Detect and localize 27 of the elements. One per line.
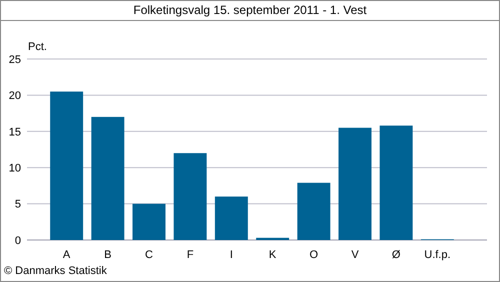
x-tick-label: Ø bbox=[392, 249, 401, 261]
y-tick-label: 15 bbox=[8, 126, 21, 138]
bar bbox=[380, 126, 413, 240]
y-tick-label: 10 bbox=[8, 162, 21, 174]
bar bbox=[338, 128, 372, 240]
x-tick-label: V bbox=[351, 249, 360, 261]
bar bbox=[91, 116, 124, 240]
x-tick-label: C bbox=[145, 249, 154, 261]
x-tick-label: B bbox=[104, 249, 112, 261]
bar bbox=[297, 182, 330, 240]
x-tick-label: O bbox=[310, 249, 319, 261]
y-tick-label: 25 bbox=[8, 54, 21, 66]
bar bbox=[214, 196, 248, 240]
y-tick-label: 20 bbox=[8, 90, 21, 102]
y-tick-label: 0 bbox=[14, 234, 21, 247]
bar bbox=[132, 204, 166, 240]
bar bbox=[50, 92, 84, 240]
x-tick-label: F bbox=[186, 249, 194, 261]
bar bbox=[174, 153, 207, 240]
y-tick-label: 5 bbox=[14, 198, 21, 211]
text: © Danmarks Statistik bbox=[4, 265, 108, 277]
y-axis-title: Pct. bbox=[28, 41, 47, 53]
chart-title: Folketingsvalg 15. september 2011 - 1. Vest bbox=[133, 3, 368, 17]
x-tick-label: A bbox=[62, 249, 71, 261]
x-tick-label: I bbox=[230, 249, 233, 261]
x-tick-label: K bbox=[268, 249, 277, 261]
x-tick-label: U.f.p. bbox=[424, 249, 451, 261]
